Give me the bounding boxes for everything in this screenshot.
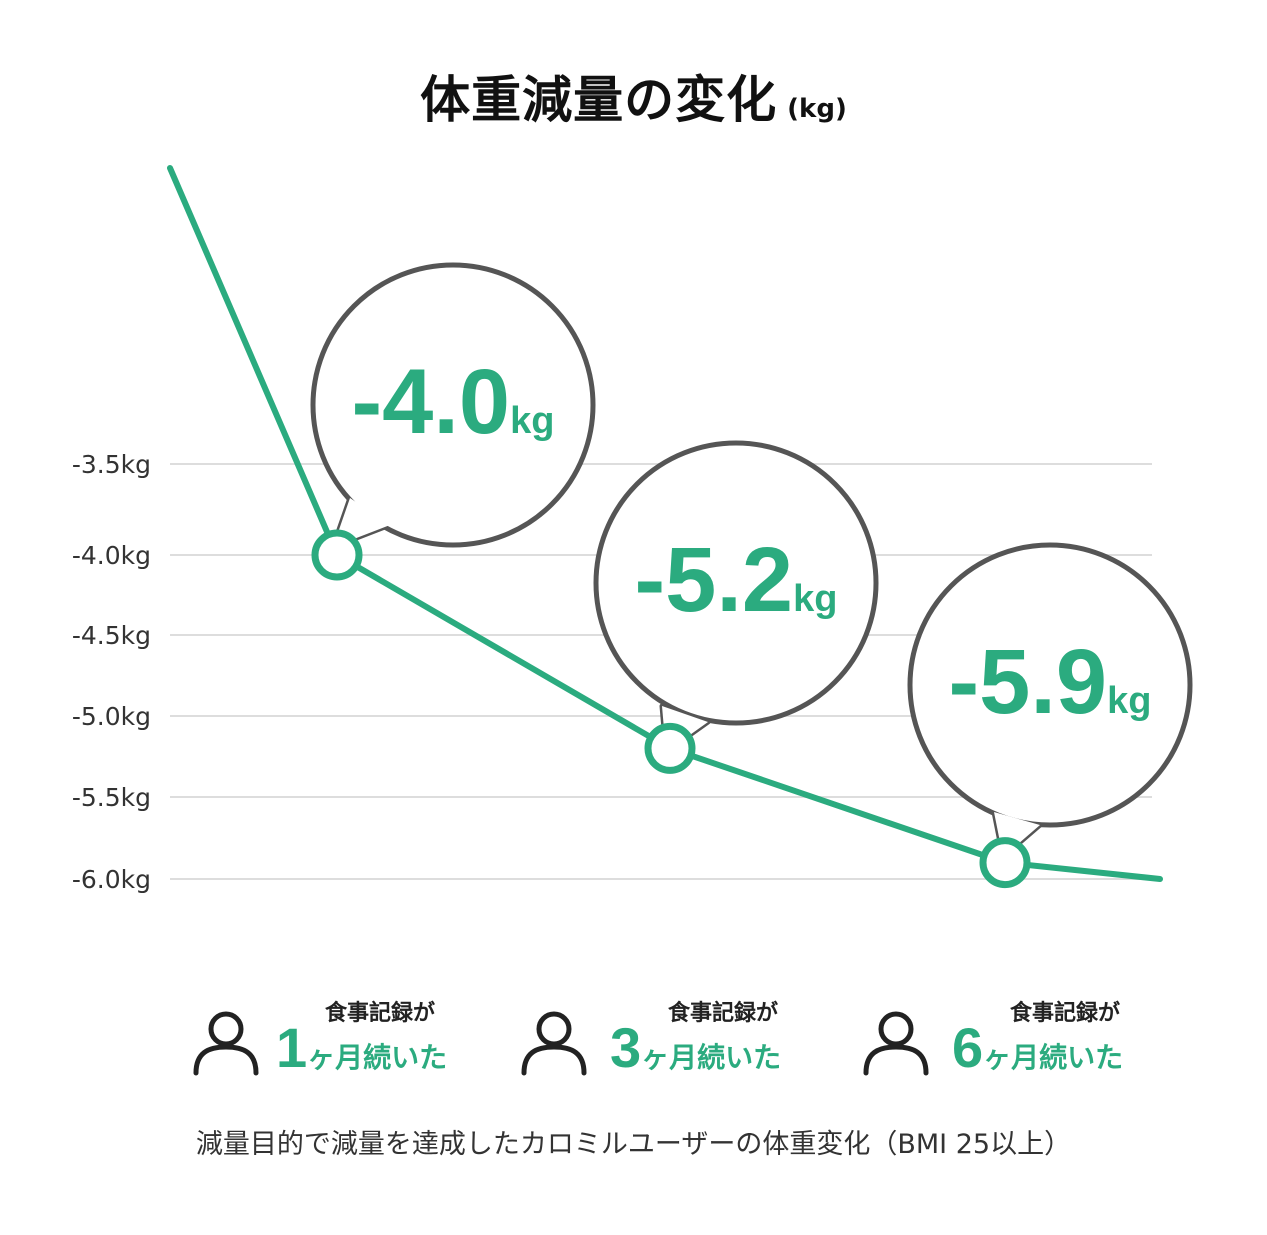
callout-bubble: -5.2kg <box>593 440 879 755</box>
legend: 食事記録が 1ヶ月続いた 食事記録が 3ヶ月続いた 食事記録が 6ヶ月続いた <box>0 995 1267 1085</box>
y-tick-label: -3.5kg <box>72 450 151 479</box>
y-tick-label: -6.0kg <box>72 865 151 894</box>
legend-label-big: 6ヶ月続いた <box>952 1015 1123 1080</box>
callout-value: -5.2kg <box>635 529 838 631</box>
data-point-marker <box>979 837 1031 889</box>
legend-label-big: 1ヶ月続いた <box>276 1015 447 1080</box>
y-tick-label: -5.5kg <box>72 783 151 812</box>
callout-value: -5.9kg <box>949 631 1152 733</box>
callout-circle <box>310 262 596 548</box>
legend-label-small: 食事記録が <box>668 1001 779 1026</box>
data-point-marker <box>311 529 363 581</box>
callout-number: -5.9 <box>949 631 1108 733</box>
y-tick-label: -4.5kg <box>72 621 151 650</box>
weight-loss-chart: -3.5kg-4.0kg-4.5kg-5.0kg-5.5kg-6.0kg-4.0… <box>72 165 1193 960</box>
legend-label-small: 食事記録が <box>1010 1001 1121 1026</box>
data-point-marker <box>644 722 696 774</box>
callout-unit: kg <box>793 578 837 620</box>
legend-suffix: ヶ月続いた <box>641 1041 782 1074</box>
legend-months: 1 <box>276 1016 308 1079</box>
legend-label-big: 3ヶ月続いた <box>610 1015 781 1080</box>
chart-title-main: 体重減量の変化 <box>420 71 778 129</box>
chart-caption: 減量目的で減量を達成したカロミルユーザーの体重変化（BMI 25以上） <box>195 1129 1072 1160</box>
legend-suffix: ヶ月続いた <box>983 1041 1124 1074</box>
callout-bubble: -5.9kg <box>907 542 1193 860</box>
chart-title: 体重減量の変化 (kg) <box>0 60 1267 132</box>
person-icon <box>863 1011 929 1076</box>
chart-title-unit: (kg) <box>787 94 847 124</box>
callout-circle <box>593 440 879 726</box>
callout-bubble: -4.0kg <box>310 262 596 550</box>
area-hatch <box>171 172 1158 960</box>
callout-number: -4.0 <box>352 351 511 453</box>
y-tick-label: -4.0kg <box>72 541 151 570</box>
person-icon <box>521 1011 587 1076</box>
callout-circle <box>907 542 1193 828</box>
callout-value: -4.0kg <box>352 351 555 453</box>
y-tick-label: -5.0kg <box>72 702 151 731</box>
legend-label-small: 食事記録が <box>325 1001 436 1026</box>
callout-number: -5.2 <box>635 529 794 631</box>
callout-unit: kg <box>1107 680 1151 722</box>
legend-months: 6 <box>952 1016 984 1079</box>
person-icon <box>193 1011 259 1076</box>
callout-unit: kg <box>510 400 554 442</box>
legend-months: 3 <box>610 1016 642 1079</box>
legend-suffix: ヶ月続いた <box>307 1041 448 1074</box>
